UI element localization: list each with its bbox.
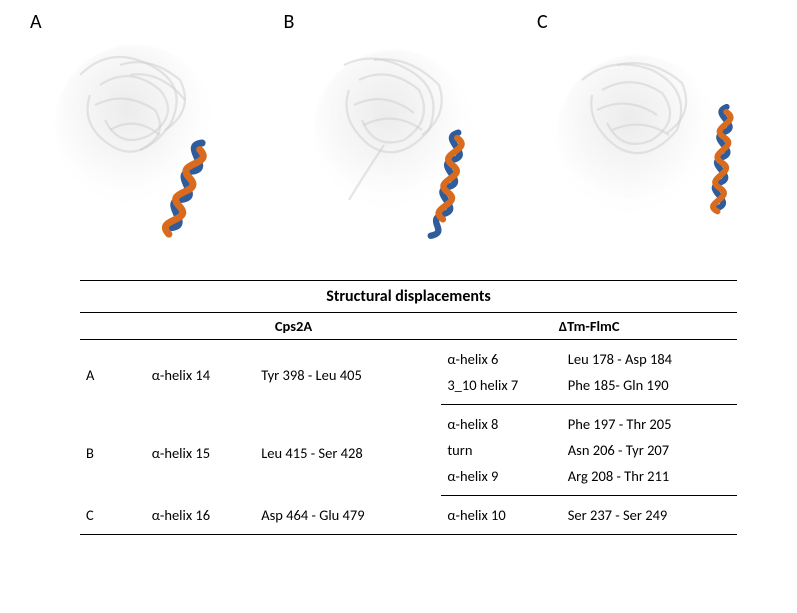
a-cps-helix: α-helix 14 [146, 340, 256, 405]
a-flmc-helix-2: 3_10 helix 7 [441, 372, 561, 405]
a-flmc-range-2: Phe 185- Gln 190 [562, 372, 737, 405]
panel-b-label: B [284, 10, 295, 34]
c-flmc-helix-1: α-helix 10 [441, 496, 561, 535]
b-flmc-range-1: Phe 197 - Thr 205 [562, 405, 737, 438]
row-b-1: B α-helix 15 Leu 415 - Ser 428 α-helix 8… [80, 405, 737, 438]
col-cps2a: Cps2A [146, 313, 442, 340]
a-flmc-range-1: Leu 178 - Asp 184 [562, 340, 737, 373]
c-flmc-range-1: Ser 237 - Ser 249 [562, 496, 737, 535]
table-title: Structural displacements [80, 281, 737, 313]
b-flmc-helix-1: α-helix 8 [441, 405, 561, 438]
section-c-label: C [80, 496, 146, 535]
c-cps-helix: α-helix 16 [146, 496, 256, 535]
panel-a: A [30, 10, 260, 270]
col-flmc: ΔTm-FlmC [441, 313, 737, 340]
a-flmc-helix-1: α-helix 6 [441, 340, 561, 373]
section-b-label: B [80, 405, 146, 496]
panel-c-label: C [537, 10, 548, 34]
c-cps-range: Asp 464 - Glu 479 [255, 496, 441, 535]
panel-b: B [284, 10, 514, 270]
row-c-1: C α-helix 16 Asp 464 - Glu 479 α-helix 1… [80, 496, 737, 535]
b-cps-range: Leu 415 - Ser 428 [255, 405, 441, 496]
b-cps-helix: α-helix 15 [146, 405, 256, 496]
protein-panels: A B [0, 0, 797, 280]
protein-structure-b [304, 35, 494, 235]
panel-c: C [537, 10, 767, 270]
structural-displacements-table: Structural displacements Cps2A ΔTm-FlmC … [0, 280, 797, 535]
a-cps-range: Tyr 398 - Leu 405 [255, 340, 441, 405]
row-a-1: A α-helix 14 Tyr 398 - Leu 405 α-helix 6… [80, 340, 737, 373]
b-flmc-range-3: Arg 208 - Thr 211 [562, 463, 737, 496]
section-a-label: A [80, 340, 146, 405]
protein-structure-a [50, 35, 240, 235]
table-header-row: Cps2A ΔTm-FlmC [80, 313, 737, 340]
b-flmc-helix-2: turn [441, 437, 561, 463]
b-flmc-range-2: Asn 206 - Tyr 207 [562, 437, 737, 463]
panel-a-label: A [30, 10, 42, 34]
protein-structure-c [557, 35, 747, 235]
b-flmc-helix-3: α-helix 9 [441, 463, 561, 496]
table-title-row: Structural displacements [80, 281, 737, 313]
